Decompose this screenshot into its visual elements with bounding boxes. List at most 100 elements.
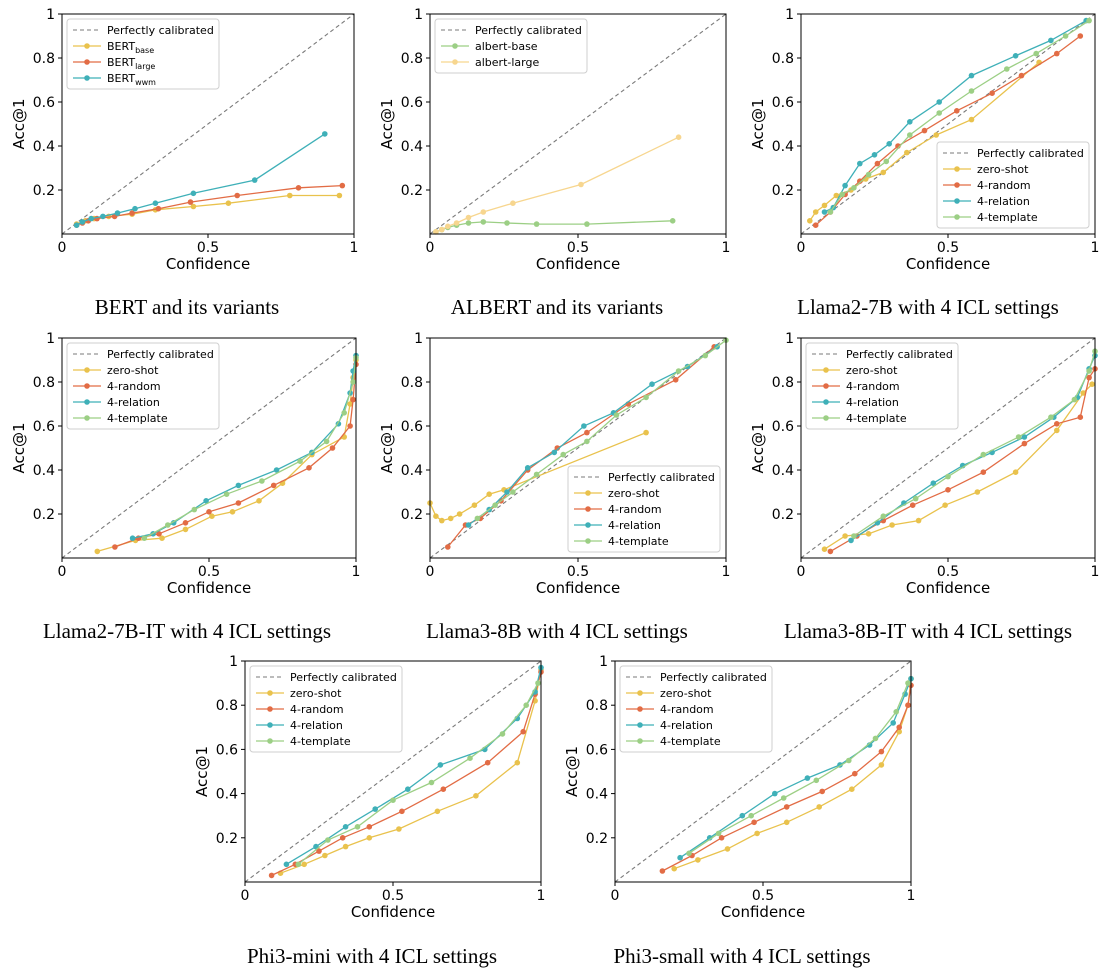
data-point <box>933 132 939 138</box>
panel-caption: BERT and its variants <box>95 295 279 319</box>
x-tick-label: 0.5 <box>752 888 774 904</box>
panel-caption: Llama3-8B with 4 ICL settings <box>426 619 688 643</box>
series-perfectly-calibrated <box>61 337 357 559</box>
data-point <box>437 762 444 768</box>
data-point <box>954 108 960 114</box>
data-point <box>295 185 302 191</box>
y-axis-label: Acc@1 <box>10 98 28 149</box>
data-point <box>748 812 754 819</box>
legend-marker <box>84 383 90 389</box>
data-point <box>980 469 987 476</box>
legend-marker <box>267 706 273 712</box>
data-point <box>336 192 343 199</box>
series-4-random <box>827 366 1098 555</box>
series-line <box>679 678 912 859</box>
series-zero-shot <box>94 357 359 555</box>
data-point <box>857 178 863 184</box>
legend-item: zero-shot <box>256 687 342 700</box>
legend-marker <box>637 722 643 728</box>
y-tick-label: 1 <box>46 7 55 23</box>
data-point <box>889 522 895 528</box>
legend-label: 4-template <box>977 211 1038 224</box>
data-point <box>447 515 454 522</box>
x-tick-label: 0 <box>426 564 435 580</box>
data-point <box>783 804 790 810</box>
data-point <box>484 759 491 766</box>
data-point <box>465 522 472 528</box>
legend-marker <box>954 214 960 220</box>
legend-label: 4-random <box>608 503 662 516</box>
data-point <box>396 826 402 832</box>
data-point <box>165 522 171 528</box>
y-tick-label: 0.8 <box>33 375 55 391</box>
data-point <box>433 229 439 235</box>
legend-label: Perfectly calibrated <box>846 348 953 361</box>
x-tick-label: 1 <box>350 240 359 256</box>
data-point <box>372 806 379 812</box>
legend-item: 4-relation <box>73 396 160 409</box>
y-axis-label: Acc@1 <box>193 746 211 797</box>
legend-item: 4-random <box>943 179 1031 192</box>
legend-item: 4-relation <box>256 719 343 732</box>
legend-item: Perfectly calibrated <box>574 471 715 484</box>
data-point <box>880 513 887 519</box>
legend-box <box>249 665 403 753</box>
data-point <box>807 218 813 224</box>
series-perfectly-calibrated <box>800 337 1096 559</box>
data-point <box>584 221 590 227</box>
data-point <box>533 221 540 227</box>
data-point <box>1080 390 1086 396</box>
data-point <box>1012 469 1019 476</box>
legend-marker <box>452 43 458 49</box>
data-point <box>677 854 683 861</box>
y-axis-label: Acc@1 <box>749 98 767 149</box>
data-point <box>473 793 479 799</box>
y-tick-label: 0.8 <box>401 51 423 67</box>
y-tick-label: 0.6 <box>401 95 423 111</box>
chart-panel-5: 0 0.5 1 0.2 0.4 0.6 0.8 1 Confidence Acc@1 Perfect… <box>378 331 730 643</box>
data-point <box>851 185 857 191</box>
y-tick-label: 0.2 <box>772 507 794 523</box>
data-point <box>718 835 725 841</box>
data-point <box>112 544 118 550</box>
data-point <box>301 861 308 868</box>
data-point <box>584 429 590 436</box>
data-point <box>256 498 262 504</box>
y-tick-label: 1 <box>414 7 423 23</box>
legend-box <box>619 665 773 753</box>
data-point <box>833 192 840 199</box>
data-point <box>980 451 987 458</box>
legend-item: 4-relation <box>626 719 713 732</box>
legend-item: zero-shot <box>943 163 1029 176</box>
data-point <box>270 482 277 489</box>
series-4-template <box>686 680 911 857</box>
legend-label: 4-random <box>290 703 344 716</box>
y-axis-label: Acc@1 <box>378 98 396 149</box>
legend-marker <box>267 722 273 728</box>
series-line <box>824 20 1087 213</box>
series-line <box>853 351 1096 537</box>
data-point <box>857 160 863 167</box>
data-point <box>968 72 975 79</box>
diagonal-line <box>800 13 1096 235</box>
legend-marker <box>84 43 90 49</box>
y-tick-label: 0.6 <box>772 95 794 111</box>
data-point <box>480 219 487 225</box>
legend: Perfectly calibrated zero-shot 4-random 4-r… <box>805 342 959 430</box>
legend-marker <box>452 59 458 65</box>
data-point <box>94 548 101 555</box>
data-point <box>350 396 356 403</box>
data-point <box>686 850 692 857</box>
legend-label: zero-shot <box>608 487 660 500</box>
x-tick-label: 0 <box>797 564 806 580</box>
y-tick-label: 0.4 <box>401 463 423 479</box>
data-point <box>159 535 165 541</box>
x-tick-label: 1 <box>1091 564 1100 580</box>
data-point <box>896 724 902 731</box>
legend-label: 4-relation <box>107 396 160 409</box>
chart-panel-6: 0 0.5 1 0.2 0.4 0.6 0.8 1 Confidence Acc@1 Perfect… <box>749 331 1099 643</box>
x-axis-label: Confidence <box>721 903 805 921</box>
legend-box <box>805 342 959 430</box>
y-tick-label: 0.4 <box>33 463 55 479</box>
data-point <box>1021 440 1028 447</box>
